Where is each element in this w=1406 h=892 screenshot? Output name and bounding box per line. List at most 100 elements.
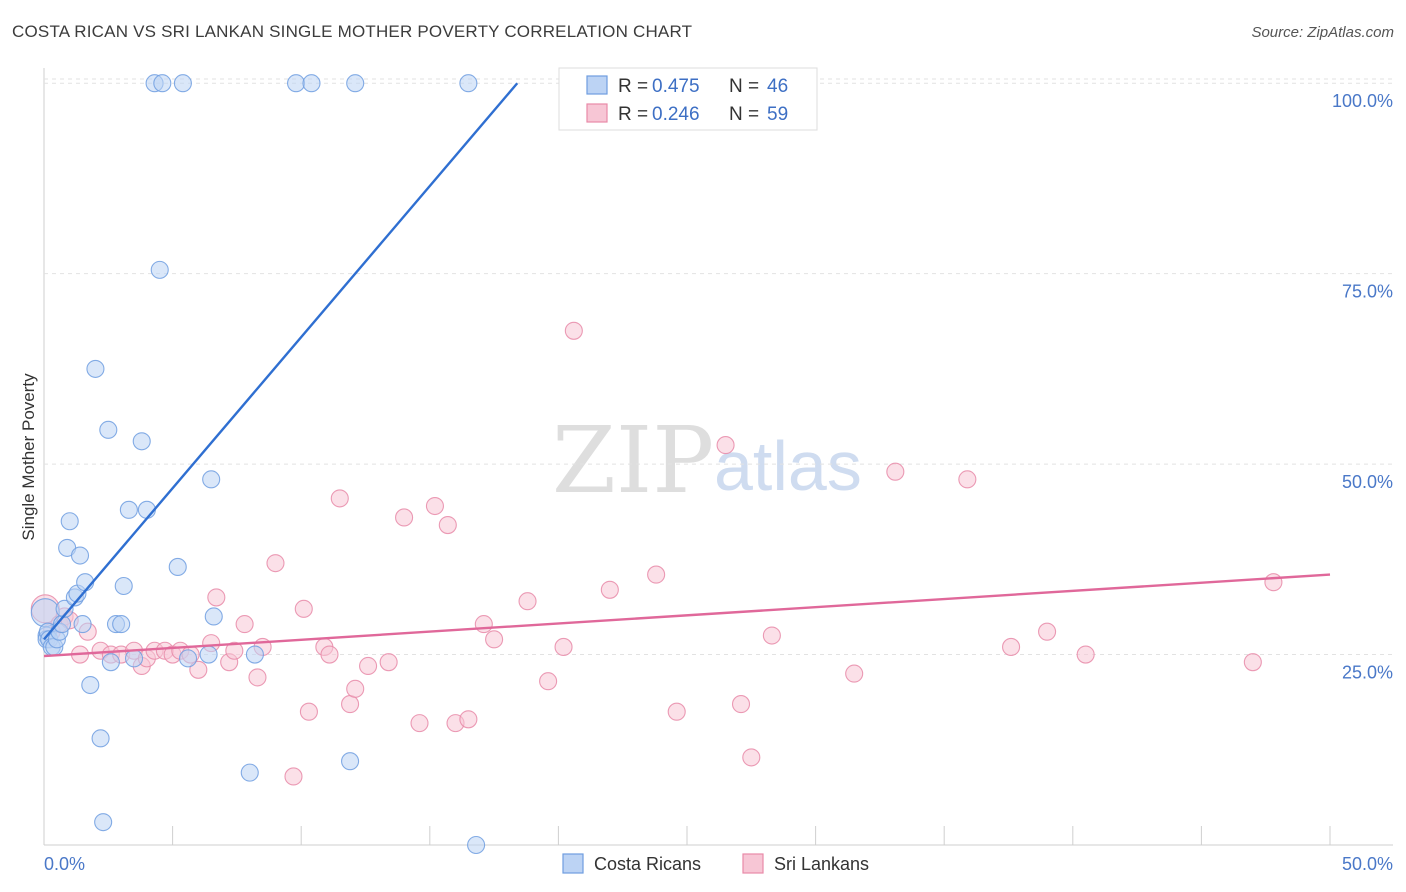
sri-lankans-point-32 [330, 489, 349, 508]
y-tick-labels: 25.0% 50.0% 75.0% 100.0% [1332, 91, 1393, 682]
costa-ricans-point-19 [86, 359, 105, 378]
costa-ricans-point-44 [341, 752, 360, 771]
stats-r-value-costa-ricans: 0.475 [652, 76, 700, 97]
stats-n-value-costa-ricans: 46 [767, 76, 788, 97]
costa-ricans-point-43 [302, 74, 321, 93]
sri-lankans-point-47 [554, 637, 573, 656]
costa-ricans-point-20 [91, 729, 110, 748]
sri-lankans-point-29 [299, 702, 318, 721]
x-tick-label-min: 0.0% [44, 854, 85, 874]
costa-ricans-point-23 [101, 653, 120, 672]
sri-lankans-point-28 [294, 599, 313, 618]
y-tick-label-75: 75.0% [1342, 282, 1393, 302]
sri-lankans-point-60 [1038, 622, 1057, 641]
costa-ricans-point-15 [70, 546, 90, 565]
legend-label-costa-ricans: Costa Ricans [594, 854, 701, 874]
costa-ricans-point-35 [173, 74, 192, 93]
sri-lankans-point-63 [1264, 573, 1283, 592]
costa-ricans-points [30, 321, 1283, 786]
stats-r-label-costa-ricans: R = [618, 76, 648, 97]
stats-n-label-costa-ricans: N = [729, 76, 759, 97]
costa-ricans-point-41 [245, 645, 264, 664]
sri-lankans-point-39 [425, 496, 444, 516]
costa-ricans-point-25 [112, 615, 131, 634]
stats-n-label-sri-lankans: N = [729, 104, 759, 125]
costa-ricans-point-26 [114, 576, 133, 596]
chart-title: COSTA RICAN VS SRI LANKAN SINGLE MOTHER … [12, 22, 693, 41]
costa-ricans-point-45 [346, 74, 365, 93]
costa-ricans-point-18 [81, 675, 100, 695]
costa-ricans-point-32 [150, 260, 169, 279]
stats-swatch-costa-ricans [586, 75, 608, 95]
sri-lankans-point-36 [379, 653, 398, 672]
source-credit: Source: ZipAtlas.com [1251, 24, 1394, 41]
costa-ricans-point-33 [153, 74, 172, 93]
sri-lankans-point-46 [539, 672, 558, 691]
x-tick-label-max: 50.0% [1342, 854, 1393, 874]
costa-ricans-point-27 [119, 500, 138, 519]
sri-lankans-point-31 [320, 645, 339, 664]
sri-lankans-point-59 [1002, 637, 1021, 656]
sri-lankans-point-43 [474, 615, 493, 634]
sri-lankans-point-45 [518, 592, 537, 611]
sri-lankans-trend-line [43, 573, 1331, 658]
sri-lankans-point-34 [346, 679, 365, 698]
sri-lankans-point-50 [647, 565, 666, 584]
sri-lankans-point-27 [284, 767, 303, 786]
sri-lankans-points [30, 74, 486, 855]
legend-swatch-costa-ricans [562, 853, 584, 874]
sri-lankans-point-58 [958, 470, 977, 489]
y-tick-label-100: 100.0% [1332, 91, 1393, 111]
costa-ricans-point-42 [287, 74, 306, 93]
sri-lankans-point-48 [564, 321, 583, 340]
sri-lankans-point-57 [886, 462, 905, 481]
costa-ricans-point-12 [60, 512, 79, 531]
costa-ricans-point-36 [178, 649, 198, 668]
costa-ricans-point-22 [99, 420, 118, 439]
stats-swatch-sri-lankans [586, 103, 608, 123]
sri-lankans-point-42 [459, 710, 478, 729]
costa-ricans-point-21 [94, 813, 113, 832]
sri-lankans-point-20 [207, 588, 226, 607]
sri-lankans-point-35 [359, 656, 378, 676]
legend-swatch-sri-lankans [742, 853, 764, 874]
sri-lankans-point-55 [762, 626, 781, 645]
sri-lankans-point-53 [731, 695, 751, 714]
y-tick-label-50: 50.0% [1342, 472, 1393, 492]
costa-ricans-point-39 [204, 607, 223, 626]
costa-ricans-point-38 [202, 470, 221, 489]
watermark-zip: ZIP [552, 407, 714, 514]
sri-lankans-point-44 [485, 630, 504, 649]
sri-lankans-point-56 [845, 664, 864, 683]
sri-lankans-point-22 [225, 641, 244, 660]
costa-ricans-point-16 [73, 615, 92, 634]
sri-lankans-point-37 [395, 508, 414, 527]
stats-r-value-sri-lankans: 0.246 [652, 104, 700, 125]
costa-ricans-trend-line [43, 82, 519, 641]
sri-lankans-point-40 [438, 516, 457, 535]
stats-r-label-sri-lankans: R = [618, 104, 648, 125]
sri-lankans-point-18 [189, 660, 208, 679]
sri-lankans-point-61 [1076, 645, 1095, 664]
sri-lankans-point-54 [742, 748, 761, 767]
costa-ricans-point-47 [467, 835, 486, 855]
sri-lankans-point-26 [266, 554, 285, 573]
watermark-atlas: atlas [714, 427, 862, 505]
stats-n-value-sri-lankans: 59 [767, 104, 788, 125]
sri-lankans-point-24 [248, 668, 267, 687]
costa-ricans-point-40 [240, 763, 259, 782]
costa-ricans-point-29 [132, 432, 151, 451]
costa-ricans-point-34 [168, 557, 187, 577]
sri-lankans-point-62 [1243, 653, 1262, 672]
costa-ricans-point-10 [55, 599, 74, 618]
stats-box: R = 0.475 N = 46 R = 0.246 N = 59 [558, 67, 818, 131]
costa-ricans-point-46 [459, 74, 478, 93]
sri-lankans-point-33 [341, 695, 360, 714]
y-tick-label-25: 25.0% [1342, 663, 1393, 683]
sri-lankans-point-52 [716, 436, 735, 455]
y-axis-label: Single Mother Poverty [19, 373, 38, 541]
sri-lankans-point-38 [410, 714, 429, 733]
sri-lankans-point-51 [667, 702, 686, 721]
x-axis-ticks [43, 826, 1331, 845]
